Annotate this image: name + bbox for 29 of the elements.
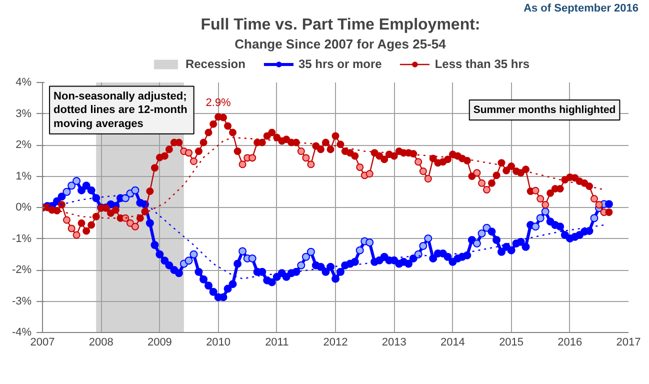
y-tick-label: 4% [16,76,32,88]
text: As of September 2016 [524,2,638,14]
y-tick-label: -3% [12,295,32,308]
annotation: 2.9% [206,96,232,109]
x-tick-label: 2009 [147,336,172,348]
x-tick-label: 2016 [558,336,582,348]
x-tick-label: 2014 [440,336,465,348]
legend-label: Recession [185,57,246,71]
chart-subtitle: Change Since 2007 for Ages 25-54 [234,36,447,52]
x-tick-label: 2015 [499,336,524,348]
x-tick-label: 2007 [30,336,55,348]
x-tick-label: 2017 [616,336,641,348]
legend-label: Less than 35 hrs [434,57,530,71]
y-tick-label: -1% [12,232,32,245]
y-tick-label: 1% [16,170,32,182]
legend-label: 35 hrs or more [298,57,382,71]
y-tick-label: -4% [12,326,32,338]
annotation: Summer months highlighted [473,104,616,116]
x-tick-label: 2011 [265,336,289,348]
annotation: Non-seasonally adjusted; dotted lines are 12-month moving averages [54,90,188,130]
y-tick-label: 0% [16,202,32,214]
x-tick-label: 2012 [323,336,348,348]
x-tick-label: 2013 [382,336,406,348]
y-tick-label: -2% [12,264,32,276]
chart-title: Full Time vs. Part Time Employment: [200,16,480,34]
x-tick-label: 2008 [88,336,114,348]
x-tick-label: 2010 [206,336,231,348]
y-tick-label: 2% [16,139,32,151]
y-tick-label: 3% [16,108,32,120]
